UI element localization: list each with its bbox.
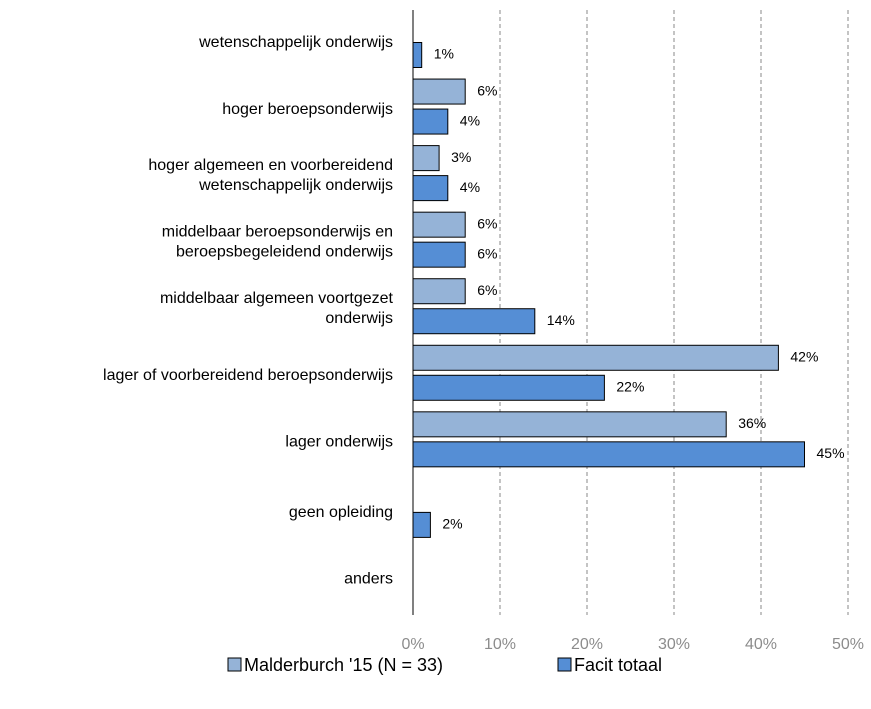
x-tick-label: 50% [832,636,864,653]
y-tick-label: middelbaar beroepsonderwijs en beroepsbeg… [162,224,393,261]
x-tick-label: 30% [658,636,690,653]
legend-label: Malderburch '15 (N = 33) [244,655,443,675]
value-label: 3% [451,149,471,165]
y-tick-label: hoger beroepsonderwijs [222,101,393,118]
x-tick-label: 0% [401,636,424,653]
y-tick-label: hoger algemeen en voorbereidend wetenscha… [148,157,393,194]
value-label: 1% [434,46,454,62]
value-label: 22% [616,378,644,394]
bar [412,441,805,468]
value-label: 2% [442,516,462,532]
value-label: 6% [477,245,497,261]
value-label: 45% [817,445,845,461]
bar [412,175,449,202]
bar [412,344,779,371]
value-label: 6% [477,215,497,231]
bar [412,374,605,401]
y-tick-label: geen opleiding [289,504,393,521]
bar [412,241,466,268]
y-tick-label: wetenschappelijk onderwijs [198,34,393,51]
value-label: 4% [460,179,480,195]
value-label: 14% [547,312,575,328]
y-tick-label: anders [344,571,393,588]
bar [412,145,440,172]
bar [412,211,466,238]
y-tick-label: lager onderwijs [285,434,393,451]
x-tick-label: 20% [571,636,603,653]
bar [412,108,449,135]
y-tick-label: lager of voorbereidend beroepsonderwijs [103,367,393,384]
value-label: 42% [790,348,818,364]
value-label: 4% [460,112,480,128]
legend-swatch [557,657,572,672]
bar [412,78,466,105]
bar [412,511,431,538]
x-tick-label: 10% [484,636,516,653]
bar [412,308,536,335]
bar [412,278,466,305]
x-tick-label: 40% [745,636,777,653]
y-tick-label: middelbaar algemeen voortgezet onderwijs [160,290,394,327]
legend-label: Facit totaal [574,655,662,675]
bar [412,42,423,68]
bar [412,411,727,438]
legend-swatch [227,657,242,672]
value-label: 6% [477,82,497,98]
value-label: 36% [738,415,766,431]
value-label: 6% [477,282,497,298]
